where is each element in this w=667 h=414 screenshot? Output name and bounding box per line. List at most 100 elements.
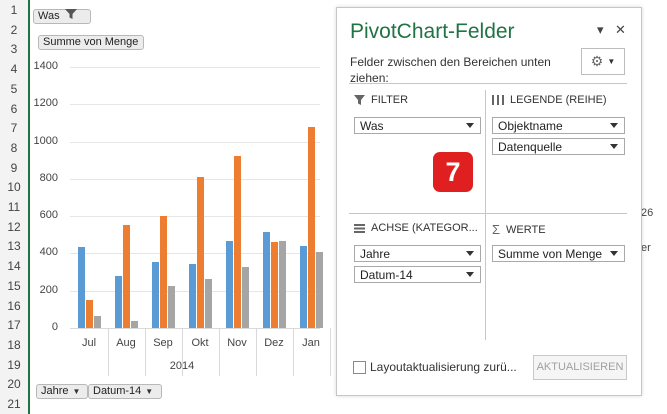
column-divider bbox=[485, 90, 486, 340]
row-number[interactable]: 9 bbox=[10, 160, 18, 175]
axis-heading-label: ACHSE (KATEGOR... bbox=[371, 222, 478, 234]
pane-title: PivotChart-Felder bbox=[350, 20, 515, 43]
bar[interactable] bbox=[188, 263, 196, 328]
row-number[interactable]: 7 bbox=[10, 121, 18, 136]
pane-description: Felder zwischen den Bereichen unten zieh… bbox=[350, 55, 551, 85]
y-tick-label: 1000 bbox=[33, 135, 58, 147]
section-divider bbox=[349, 83, 627, 84]
row-number[interactable]: 20 bbox=[7, 377, 21, 392]
axis-datum-label: Datum-14 bbox=[93, 385, 142, 397]
chevron-down-icon bbox=[466, 272, 474, 277]
category-separator bbox=[292, 328, 294, 376]
cell-fragment: 26 bbox=[641, 207, 654, 219]
row-number[interactable]: 10 bbox=[7, 180, 21, 195]
bar[interactable] bbox=[122, 224, 130, 328]
row-number[interactable]: 18 bbox=[7, 337, 21, 352]
row-number[interactable]: 6 bbox=[10, 101, 18, 116]
bar[interactable] bbox=[159, 216, 167, 328]
bar[interactable] bbox=[151, 261, 159, 328]
bar[interactable] bbox=[278, 241, 286, 328]
gridline bbox=[70, 179, 320, 180]
row-number[interactable]: 15 bbox=[7, 278, 21, 293]
row-number[interactable]: 14 bbox=[7, 259, 21, 274]
axis-item-jahre[interactable]: Jahre bbox=[354, 245, 481, 262]
axis-item-datum[interactable]: Datum-14 bbox=[354, 266, 481, 283]
row-number[interactable]: 19 bbox=[7, 357, 21, 372]
bar[interactable] bbox=[270, 242, 278, 328]
bar[interactable] bbox=[204, 278, 212, 328]
row-number[interactable]: 2 bbox=[10, 22, 18, 37]
bar[interactable] bbox=[93, 315, 101, 328]
row-number[interactable]: 3 bbox=[10, 42, 18, 57]
filter-item-was[interactable]: Was bbox=[354, 117, 481, 134]
y-tick-label: 400 bbox=[39, 246, 58, 258]
filter-item-label: Was bbox=[360, 119, 384, 133]
bar[interactable] bbox=[225, 241, 233, 328]
axis-jahre-button[interactable]: Jahre ▼ bbox=[36, 384, 88, 399]
bar[interactable] bbox=[130, 320, 138, 328]
row-number[interactable]: 11 bbox=[7, 200, 21, 214]
row-number[interactable]: 16 bbox=[7, 298, 21, 313]
axis-item-label: Datum-14 bbox=[360, 268, 413, 282]
legend-item-label: Objektname bbox=[498, 119, 563, 133]
gridline bbox=[70, 67, 320, 68]
legend-columns-icon bbox=[492, 95, 504, 105]
row-number[interactable]: 1 bbox=[10, 3, 18, 17]
close-icon[interactable]: ✕ bbox=[615, 22, 626, 37]
row-number[interactable]: 12 bbox=[7, 219, 21, 234]
row-number[interactable]: 5 bbox=[10, 81, 18, 96]
bar[interactable] bbox=[262, 231, 270, 328]
chevron-down-icon bbox=[610, 123, 618, 128]
bar[interactable] bbox=[167, 286, 175, 328]
chevron-down-icon bbox=[610, 144, 618, 149]
pane-options-dropdown-icon[interactable]: ▾ bbox=[597, 22, 604, 37]
pivot-chart[interactable]: Was Summe von Menge 0 200 400 600 800 1000 120… bbox=[30, 0, 667, 414]
defer-layout-label: Layoutaktualisierung zurü... bbox=[370, 360, 517, 374]
bar[interactable] bbox=[233, 156, 241, 328]
category-separator bbox=[181, 328, 183, 376]
values-heading-label: WERTE bbox=[506, 223, 546, 236]
values-area-heading: Σ WERTE bbox=[492, 222, 546, 237]
row-number[interactable]: 21 bbox=[7, 397, 21, 411]
row-number[interactable]: 8 bbox=[10, 140, 18, 155]
axis-rows-icon bbox=[354, 223, 365, 233]
axis-area-heading: ACHSE (KATEGOR... bbox=[354, 222, 478, 234]
chevron-down-icon: ▼ bbox=[607, 57, 616, 66]
bar[interactable] bbox=[114, 275, 122, 328]
bar[interactable] bbox=[307, 126, 315, 328]
axis-area[interactable]: ACHSE (KATEGOR... Jahre Datum-14 bbox=[354, 222, 492, 342]
defer-layout-checkbox[interactable] bbox=[353, 361, 366, 374]
category-separator bbox=[107, 328, 109, 376]
bar[interactable] bbox=[77, 246, 85, 328]
x-tick-label: Jan bbox=[302, 337, 320, 349]
settings-button[interactable]: ⚙ ▼ bbox=[581, 48, 625, 75]
gear-icon: ⚙ bbox=[590, 53, 604, 69]
legend-item-datenquelle[interactable]: Datenquelle bbox=[492, 138, 625, 155]
update-button[interactable]: AKTUALISIEREN bbox=[533, 355, 627, 380]
bar[interactable] bbox=[299, 245, 307, 328]
values-field-button[interactable]: Summe von Menge bbox=[38, 35, 144, 50]
step-number-badge: 7 bbox=[433, 152, 473, 192]
y-tick-label: 200 bbox=[39, 284, 58, 296]
row-number[interactable]: 17 bbox=[7, 318, 21, 333]
bar[interactable] bbox=[85, 300, 93, 328]
bar[interactable] bbox=[241, 267, 249, 328]
filter-was-button[interactable]: Was bbox=[33, 9, 91, 24]
chevron-down-icon: ▼ bbox=[72, 387, 81, 396]
filter-area[interactable]: FILTER Was bbox=[354, 94, 492, 204]
legend-area[interactable]: LEGENDE (REIHE) Objektname Datenquelle bbox=[492, 94, 630, 204]
chevron-down-icon: ▼ bbox=[145, 387, 154, 396]
row-number[interactable]: 4 bbox=[10, 62, 18, 77]
row-number[interactable]: 13 bbox=[7, 239, 21, 254]
category-separator bbox=[144, 328, 146, 376]
bar[interactable] bbox=[196, 176, 204, 328]
bar[interactable] bbox=[315, 252, 323, 328]
values-item-summe[interactable]: Summe von Menge bbox=[492, 245, 625, 262]
filter-funnel-icon bbox=[354, 95, 365, 105]
y-tick-label: 0 bbox=[51, 321, 58, 333]
values-area[interactable]: Σ WERTE Summe von Menge bbox=[492, 222, 630, 342]
axis-datum-button[interactable]: Datum-14 ▼ bbox=[88, 384, 162, 399]
pivotchart-fields-pane[interactable]: PivotChart-Felder ▾ ✕ Felder zwischen de… bbox=[336, 7, 642, 396]
legend-item-objektname[interactable]: Objektname bbox=[492, 117, 625, 134]
x-tick-label: Dez bbox=[264, 337, 284, 349]
